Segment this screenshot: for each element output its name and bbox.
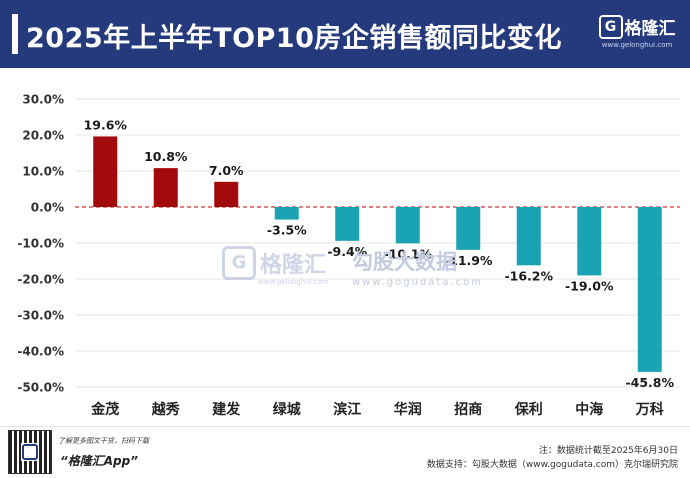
note-line-date: 注：数据统计截至2025年6月30日 <box>538 446 678 456</box>
y-tick-label: -30.0% <box>17 309 64 323</box>
watermark-brand-name: 格隆汇 <box>260 253 327 278</box>
watermark-brand-url: www.gelonghui.com <box>258 278 329 286</box>
category-label: 建发 <box>212 401 241 418</box>
brand-logo: G 格隆汇 www.gelonghui.com <box>594 14 680 56</box>
data-label: -10.1% <box>383 246 432 261</box>
category-label: 金茂 <box>90 401 119 418</box>
bar-3 <box>274 207 299 220</box>
title-accent <box>12 14 18 54</box>
data-label: -3.5% <box>267 223 307 238</box>
watermark-g-icon: G <box>222 246 256 280</box>
note-line-source: 数据支持：勾股大数据（www.gogudata.com）克尔瑞研究院 <box>426 460 678 470</box>
qr-tip-text: 了解更多图文干货，扫码下载 <box>58 437 149 445</box>
app-name: “格隆汇App” <box>60 454 138 468</box>
data-label: -45.8% <box>625 375 674 390</box>
bar-4 <box>335 207 360 241</box>
bar-2 <box>214 181 239 207</box>
watermark-gogudata: 勾股大数据 www.gogudata.com <box>352 246 483 288</box>
y-tick-label: -50.0% <box>17 381 64 395</box>
data-label: -16.2% <box>504 268 553 283</box>
qr-center-logo <box>21 443 39 461</box>
category-label: 越秀 <box>151 401 181 418</box>
qr-code[interactable] <box>8 430 52 474</box>
category-label: 中海 <box>575 401 603 418</box>
bar-6 <box>456 207 481 250</box>
data-label: -9.4% <box>327 244 367 259</box>
bar-5 <box>395 207 420 244</box>
category-label: 绿城 <box>273 401 301 418</box>
bar-7 <box>516 207 541 266</box>
bar-1 <box>153 168 178 207</box>
brand-g-icon: G <box>598 14 623 39</box>
watermark-gelonghui: G 格隆汇 www.gelonghui.com <box>222 246 329 286</box>
category-label: 万科 <box>635 401 664 418</box>
footer-divider <box>0 426 690 427</box>
data-label: 10.8% <box>144 149 188 164</box>
bar-8 <box>577 207 602 276</box>
qr-g-icon <box>22 444 38 460</box>
y-tick-label: 0.0% <box>31 201 64 215</box>
source-note: 注：数据统计截至2025年6月30日 数据支持：勾股大数据（www.goguda… <box>427 444 678 472</box>
y-tick-label: 30.0% <box>22 93 64 107</box>
y-tick-label: 10.0% <box>22 165 64 179</box>
category-label: 滨江 <box>333 401 361 418</box>
y-tick-label: -10.0% <box>17 237 64 251</box>
y-tick-label: -20.0% <box>17 273 64 287</box>
category-label: 保利 <box>514 401 543 418</box>
chart-title: 2025年上半年TOP10房企销售额同比变化 <box>26 23 562 54</box>
data-label: -19.0% <box>565 278 614 293</box>
data-label: -11.9% <box>444 253 493 268</box>
y-tick-label: 20.0% <box>22 129 64 143</box>
bar-9 <box>637 207 662 372</box>
category-label: 华润 <box>394 401 422 418</box>
brand-url: www.gelonghui.com <box>601 41 673 49</box>
watermark-partner-url: www.gogudata.com <box>352 277 484 288</box>
y-tick-label: -40.0% <box>17 345 64 359</box>
brand-name: 格隆汇 <box>624 19 676 39</box>
data-label: 7.0% <box>209 163 244 178</box>
title-bar: 2025年上半年TOP10房企销售额同比变化 G 格隆汇 www.gelonghu… <box>0 0 690 68</box>
watermark-partner-name: 勾股大数据 <box>352 250 457 274</box>
category-label: 招商 <box>454 401 482 418</box>
bar-chart: 30.0% 20.0% 10.0% 0.0% -10.0% -20.0% -30.0% -40… <box>17 93 680 418</box>
data-label: 19.6% <box>84 117 128 132</box>
bar-0 <box>93 136 118 207</box>
